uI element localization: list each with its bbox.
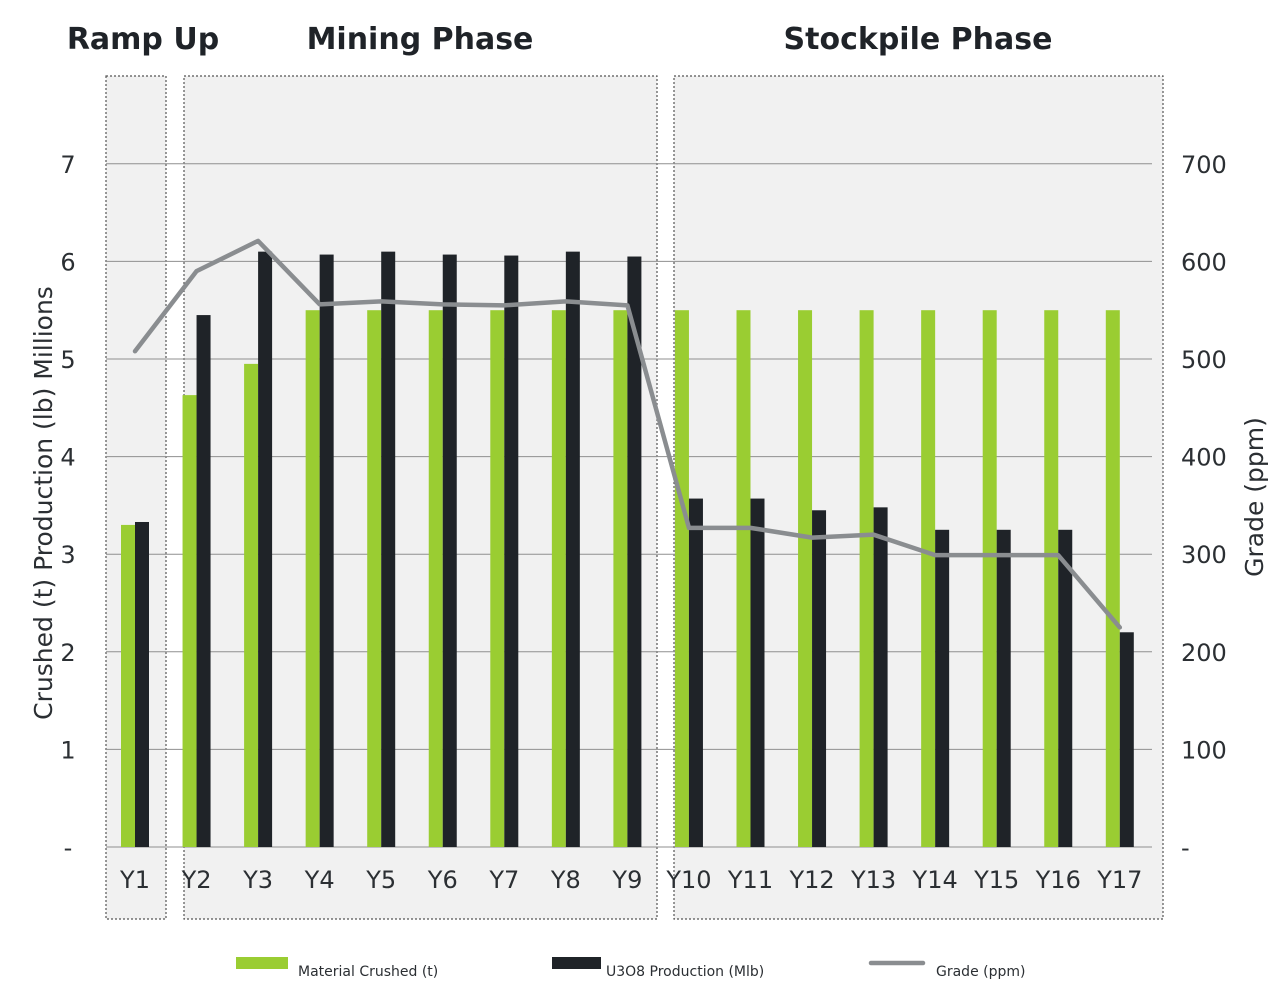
bar-u3o8-production	[935, 529, 950, 847]
bar-u3o8-production	[873, 507, 888, 847]
bar-material-crushed	[367, 310, 382, 847]
bar-u3o8-production	[442, 254, 457, 847]
x-tick-label: Y12	[788, 866, 834, 894]
legend: Material Crushed (t) U3O8 Production (Mlb…	[236, 957, 1025, 980]
y-tick-label: 7	[60, 151, 75, 179]
bar-material-crushed	[921, 310, 936, 847]
y2-tick-label: 400	[1181, 444, 1227, 472]
bar-u3o8-production	[381, 251, 396, 847]
bar-u3o8-production	[258, 251, 273, 847]
bar-u3o8-production	[688, 498, 703, 847]
legend-label-u3o8-production: U3O8 Production (Mlb)	[606, 964, 764, 980]
phase-title: Stockpile Phase	[784, 22, 1053, 57]
bar-u3o8-production	[135, 521, 149, 847]
x-tick-label: Y16	[1035, 866, 1081, 894]
legend-swatch-material-crushed	[236, 957, 288, 969]
legend-label-material-crushed: Material Crushed (t)	[298, 964, 438, 980]
y2-tick-label: 200	[1181, 639, 1227, 667]
y2-tick-label: 300	[1181, 541, 1227, 569]
x-tick-label: Y6	[427, 866, 458, 894]
y-tick-label: 1	[60, 736, 75, 764]
y-axis-title: Crushed (t) Production (lb) Millions	[29, 286, 58, 720]
bar-material-crushed	[121, 524, 135, 847]
bar-material-crushed	[182, 395, 197, 847]
y-tick-label: -	[64, 834, 73, 862]
bar-material-crushed	[551, 310, 566, 847]
x-tick-label: Y3	[242, 866, 273, 894]
x-tick-label: Y13	[850, 866, 896, 894]
y-tick-label: 5	[60, 346, 75, 374]
x-tick-label: Y7	[488, 866, 519, 894]
phase-title: Mining Phase	[307, 22, 534, 57]
x-tick-label: Y17	[1096, 866, 1142, 894]
y-tick-label: 2	[60, 639, 75, 667]
y2-tick-label: 100	[1181, 736, 1227, 764]
phase-title: Ramp Up	[67, 22, 219, 57]
y-tick-label: 3	[60, 541, 75, 569]
x-tick-label: Y8	[550, 866, 581, 894]
bar-u3o8-production	[196, 315, 211, 848]
bar-u3o8-production	[750, 498, 765, 847]
bar-u3o8-production	[1119, 632, 1134, 847]
x-tick-label: Y9	[611, 866, 642, 894]
y-tick-label: 6	[60, 248, 75, 276]
y2-tick-label: 700	[1181, 151, 1227, 179]
y2-tick-label: 600	[1181, 248, 1227, 276]
bar-u3o8-production	[504, 255, 519, 847]
x-tick-label: Y11	[727, 866, 773, 894]
legend-swatch-u3o8-production	[552, 957, 601, 969]
x-tick-label: Y15	[973, 866, 1019, 894]
bar-material-crushed	[305, 310, 320, 847]
bar-material-crushed	[859, 310, 874, 847]
y2-tick-label: 500	[1181, 346, 1227, 374]
x-tick-label: Y2	[181, 866, 212, 894]
x-tick-label: Y5	[365, 866, 396, 894]
x-tick-label: Y10	[665, 866, 711, 894]
x-tick-label: Y1	[119, 866, 150, 894]
y2-axis-title: Grade (ppm)	[1240, 417, 1269, 577]
grade-line	[132, 238, 1123, 630]
bar-material-crushed	[674, 310, 689, 847]
x-tick-label: Y4	[304, 866, 335, 894]
y2-tick-label: -	[1181, 834, 1190, 862]
bar-material-crushed	[982, 310, 997, 847]
bar-material-crushed	[428, 310, 443, 847]
bar-material-crushed	[798, 310, 813, 847]
bar-material-crushed	[1105, 310, 1120, 847]
bar-u3o8-production	[1058, 529, 1073, 847]
bar-u3o8-production	[627, 256, 642, 847]
legend-label-grade: Grade (ppm)	[936, 964, 1025, 980]
bar-material-crushed	[244, 363, 259, 847]
bar-u3o8-production	[565, 251, 580, 847]
bar-material-crushed	[613, 310, 628, 847]
x-tick-label: Y14	[912, 866, 958, 894]
bar-material-crushed	[490, 310, 505, 847]
bar-material-crushed	[1044, 310, 1059, 847]
bar-u3o8-production	[996, 529, 1011, 847]
bar-u3o8-production	[319, 254, 334, 847]
bar-u3o8-production	[812, 510, 827, 847]
bar-material-crushed	[736, 310, 751, 847]
y-tick-label: 4	[60, 444, 75, 472]
